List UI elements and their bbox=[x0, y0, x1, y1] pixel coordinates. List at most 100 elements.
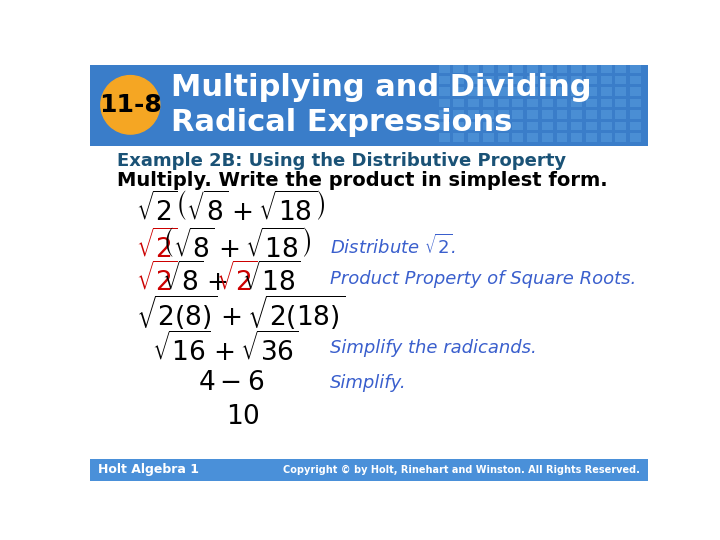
Text: $\sqrt{2}$: $\sqrt{2}$ bbox=[137, 261, 178, 296]
FancyBboxPatch shape bbox=[542, 110, 553, 119]
FancyBboxPatch shape bbox=[468, 122, 479, 130]
FancyBboxPatch shape bbox=[454, 133, 464, 142]
FancyBboxPatch shape bbox=[454, 122, 464, 130]
FancyBboxPatch shape bbox=[527, 87, 538, 96]
FancyBboxPatch shape bbox=[616, 122, 626, 130]
FancyBboxPatch shape bbox=[527, 133, 538, 142]
Text: Simplify.: Simplify. bbox=[330, 374, 407, 392]
Text: Example 2B: Using the Distributive Property: Example 2B: Using the Distributive Prope… bbox=[117, 152, 566, 170]
FancyBboxPatch shape bbox=[571, 99, 582, 107]
FancyBboxPatch shape bbox=[600, 64, 611, 72]
FancyBboxPatch shape bbox=[571, 64, 582, 72]
Text: $10$: $10$ bbox=[225, 404, 259, 429]
FancyBboxPatch shape bbox=[438, 122, 449, 130]
FancyBboxPatch shape bbox=[454, 64, 464, 72]
FancyBboxPatch shape bbox=[630, 122, 641, 130]
FancyBboxPatch shape bbox=[571, 110, 582, 119]
FancyBboxPatch shape bbox=[438, 87, 449, 96]
Circle shape bbox=[101, 76, 160, 134]
FancyBboxPatch shape bbox=[454, 110, 464, 119]
FancyBboxPatch shape bbox=[630, 99, 641, 107]
FancyBboxPatch shape bbox=[586, 87, 597, 96]
Text: $\sqrt{16}+\sqrt{36}$: $\sqrt{16}+\sqrt{36}$ bbox=[152, 331, 299, 366]
FancyBboxPatch shape bbox=[527, 122, 538, 130]
FancyBboxPatch shape bbox=[498, 133, 508, 142]
Text: Copyright © by Holt, Rinehart and Winston. All Rights Reserved.: Copyright © by Holt, Rinehart and Winsto… bbox=[284, 465, 640, 475]
FancyBboxPatch shape bbox=[438, 64, 449, 72]
FancyBboxPatch shape bbox=[438, 110, 449, 119]
FancyBboxPatch shape bbox=[483, 122, 494, 130]
Text: Simplify the radicands.: Simplify the radicands. bbox=[330, 339, 537, 357]
FancyBboxPatch shape bbox=[513, 99, 523, 107]
FancyBboxPatch shape bbox=[571, 76, 582, 84]
FancyBboxPatch shape bbox=[586, 110, 597, 119]
FancyBboxPatch shape bbox=[498, 122, 508, 130]
FancyBboxPatch shape bbox=[630, 64, 641, 72]
FancyBboxPatch shape bbox=[90, 459, 648, 481]
FancyBboxPatch shape bbox=[557, 133, 567, 142]
Text: Multiply. Write the product in simplest form.: Multiply. Write the product in simplest … bbox=[117, 171, 608, 190]
FancyBboxPatch shape bbox=[557, 87, 567, 96]
Text: $\sqrt{18}$: $\sqrt{18}$ bbox=[242, 261, 300, 296]
FancyBboxPatch shape bbox=[483, 87, 494, 96]
FancyBboxPatch shape bbox=[630, 87, 641, 96]
Text: $\sqrt{2}\left(\sqrt{8}+\sqrt{18}\right)$: $\sqrt{2}\left(\sqrt{8}+\sqrt{18}\right)… bbox=[137, 192, 325, 226]
FancyBboxPatch shape bbox=[630, 76, 641, 84]
FancyBboxPatch shape bbox=[571, 87, 582, 96]
FancyBboxPatch shape bbox=[542, 76, 553, 84]
FancyBboxPatch shape bbox=[586, 64, 597, 72]
FancyBboxPatch shape bbox=[498, 110, 508, 119]
FancyBboxPatch shape bbox=[513, 110, 523, 119]
FancyBboxPatch shape bbox=[468, 76, 479, 84]
FancyBboxPatch shape bbox=[513, 76, 523, 84]
FancyBboxPatch shape bbox=[600, 133, 611, 142]
Text: Product Property of Square Roots.: Product Property of Square Roots. bbox=[330, 270, 636, 288]
FancyBboxPatch shape bbox=[571, 122, 582, 130]
Text: Distribute $\sqrt{2}$.: Distribute $\sqrt{2}$. bbox=[330, 234, 456, 258]
FancyBboxPatch shape bbox=[468, 110, 479, 119]
FancyBboxPatch shape bbox=[542, 87, 553, 96]
FancyBboxPatch shape bbox=[616, 76, 626, 84]
Text: $\left(\sqrt{8}+\sqrt{18}\right)$: $\left(\sqrt{8}+\sqrt{18}\right)$ bbox=[162, 228, 312, 263]
FancyBboxPatch shape bbox=[513, 64, 523, 72]
FancyBboxPatch shape bbox=[454, 76, 464, 84]
FancyBboxPatch shape bbox=[542, 64, 553, 72]
FancyBboxPatch shape bbox=[468, 64, 479, 72]
FancyBboxPatch shape bbox=[542, 133, 553, 142]
Text: Radical Expressions: Radical Expressions bbox=[171, 108, 513, 137]
FancyBboxPatch shape bbox=[600, 87, 611, 96]
FancyBboxPatch shape bbox=[586, 99, 597, 107]
FancyBboxPatch shape bbox=[586, 76, 597, 84]
FancyBboxPatch shape bbox=[454, 99, 464, 107]
FancyBboxPatch shape bbox=[527, 64, 538, 72]
FancyBboxPatch shape bbox=[513, 133, 523, 142]
FancyBboxPatch shape bbox=[600, 99, 611, 107]
FancyBboxPatch shape bbox=[513, 122, 523, 130]
FancyBboxPatch shape bbox=[468, 99, 479, 107]
FancyBboxPatch shape bbox=[90, 65, 648, 146]
FancyBboxPatch shape bbox=[483, 99, 494, 107]
FancyBboxPatch shape bbox=[600, 110, 611, 119]
FancyBboxPatch shape bbox=[600, 122, 611, 130]
FancyBboxPatch shape bbox=[513, 87, 523, 96]
Text: $4-6$: $4-6$ bbox=[199, 370, 265, 395]
FancyBboxPatch shape bbox=[630, 110, 641, 119]
FancyBboxPatch shape bbox=[571, 133, 582, 142]
FancyBboxPatch shape bbox=[498, 87, 508, 96]
FancyBboxPatch shape bbox=[498, 99, 508, 107]
FancyBboxPatch shape bbox=[438, 76, 449, 84]
FancyBboxPatch shape bbox=[483, 76, 494, 84]
FancyBboxPatch shape bbox=[483, 133, 494, 142]
FancyBboxPatch shape bbox=[557, 64, 567, 72]
Text: $\sqrt{2}$: $\sqrt{2}$ bbox=[216, 261, 258, 296]
FancyBboxPatch shape bbox=[468, 87, 479, 96]
FancyBboxPatch shape bbox=[527, 99, 538, 107]
FancyBboxPatch shape bbox=[438, 99, 449, 107]
FancyBboxPatch shape bbox=[542, 122, 553, 130]
FancyBboxPatch shape bbox=[498, 76, 508, 84]
FancyBboxPatch shape bbox=[498, 64, 508, 72]
Text: $\sqrt{2}$: $\sqrt{2}$ bbox=[137, 228, 178, 263]
FancyBboxPatch shape bbox=[542, 99, 553, 107]
FancyBboxPatch shape bbox=[483, 110, 494, 119]
Text: 11-8: 11-8 bbox=[99, 93, 162, 117]
